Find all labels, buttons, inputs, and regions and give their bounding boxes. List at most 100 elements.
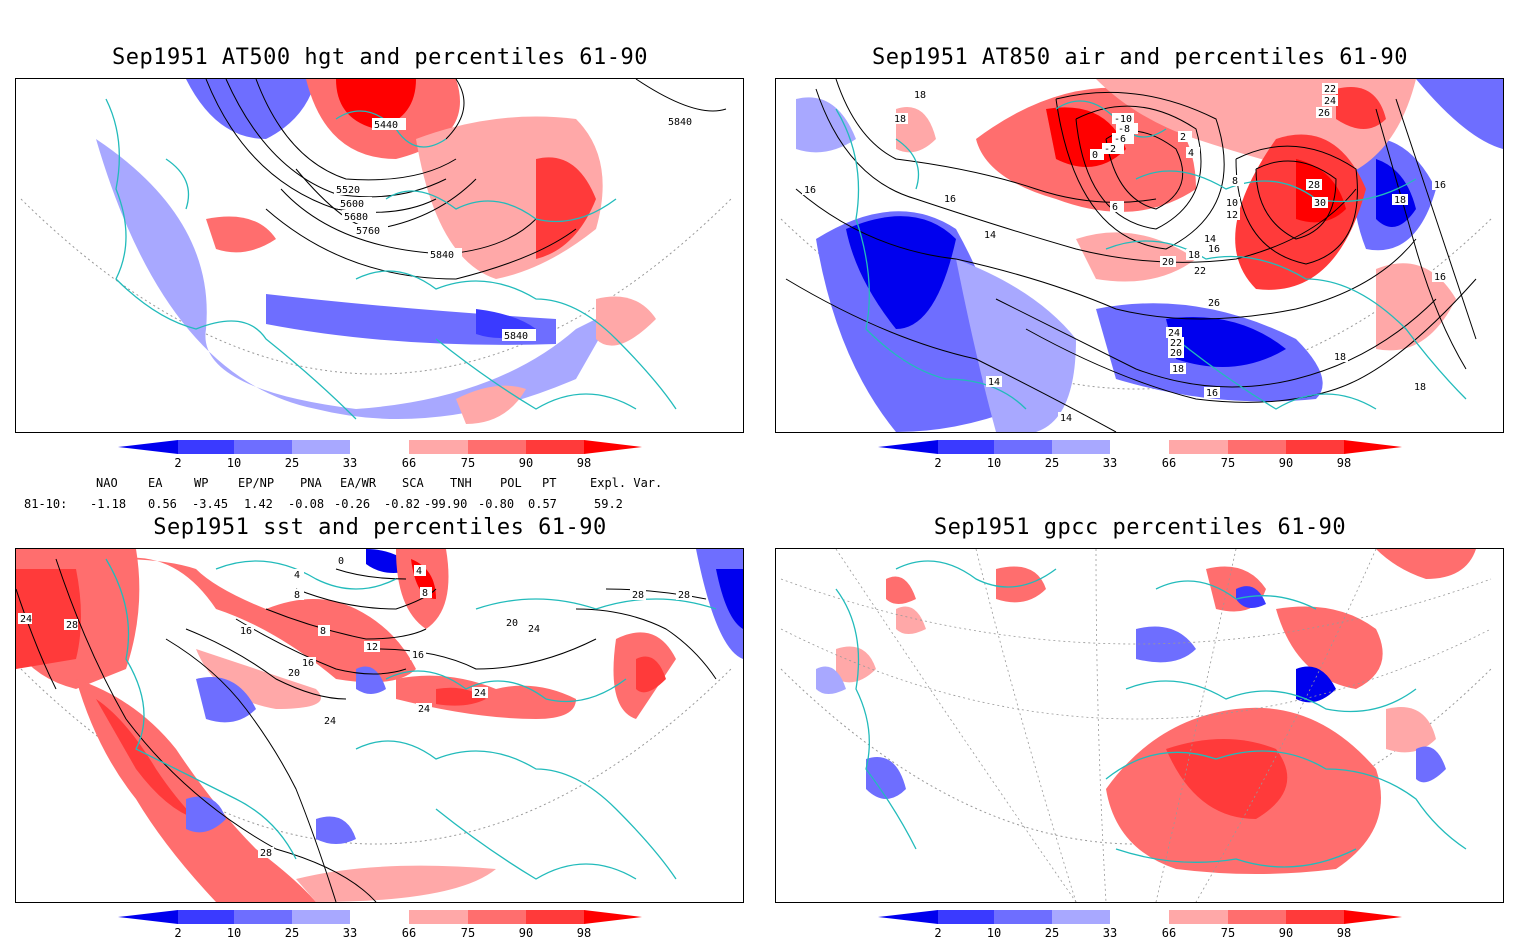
- contour-label: 22: [1170, 338, 1182, 349]
- colorbar-segment: [178, 910, 234, 924]
- colorbar-tick-label: 2: [934, 456, 941, 470]
- colorbar-tick-label: 2: [174, 456, 181, 470]
- colorbar-tick-label: 75: [461, 456, 475, 470]
- index-value: 59.2: [594, 497, 623, 511]
- colorbar-tick-label: 10: [987, 926, 1001, 940]
- colorbar-tick-label: 25: [1045, 456, 1059, 470]
- contour-label: 14: [1204, 234, 1216, 245]
- colorbar-tick-label: 98: [577, 456, 591, 470]
- contour-label: 5760: [356, 226, 380, 237]
- colorbar-tick-label: 33: [343, 456, 357, 470]
- colorbar-segment: [994, 440, 1052, 454]
- contour-label: 8: [320, 626, 326, 637]
- panel-title-hgt500: Sep1951 AT500 hgt and percentiles 61-90: [111, 45, 649, 70]
- colorbar-segment: [409, 440, 468, 454]
- colorbar-tick-label: 66: [402, 456, 416, 470]
- contour-label: 16: [1434, 272, 1446, 283]
- map-hgt500: 5440 5840 5520 5600 5680 5760 5840 5840: [20, 79, 732, 424]
- colorbar-tick-label: 75: [1221, 456, 1235, 470]
- contour-label: 18: [1394, 195, 1406, 206]
- contour-label: 20: [506, 618, 518, 629]
- contour-label: 0: [338, 556, 344, 567]
- contour-label: 12: [366, 642, 378, 653]
- index-header: WP: [194, 476, 209, 490]
- contour-label: 16: [240, 626, 252, 637]
- contour-label: 24: [528, 624, 540, 635]
- contour-label: 12: [1226, 210, 1238, 221]
- colorbar-tick-label: 25: [285, 926, 299, 940]
- contour-label: 16: [1206, 388, 1218, 399]
- colorbar-tick-label: 75: [461, 926, 475, 940]
- contour-label: 6: [1112, 202, 1118, 213]
- contour-label: 2: [1180, 132, 1186, 143]
- colorbar-tick-label: 33: [1103, 456, 1117, 470]
- contour-label: 30: [1314, 198, 1326, 209]
- map-sst: 24 28 16 8 4 0 4 8 8 12 16 16 20 24 24 2…: [16, 549, 743, 902]
- colorbar-segment: [118, 910, 178, 924]
- colorbar-tick-label: 66: [1162, 456, 1176, 470]
- index-value: 0.57: [528, 497, 557, 511]
- index-header: EA: [148, 476, 163, 490]
- contour-label: 16: [1434, 180, 1446, 191]
- index-value: -3.45: [192, 497, 229, 511]
- contour-label: 5840: [430, 250, 454, 261]
- colorbar-tick-label: 75: [1221, 926, 1235, 940]
- contour-label: 24: [1324, 96, 1336, 107]
- colorbar-segment: [878, 440, 938, 454]
- contour-label: 16: [804, 185, 816, 196]
- panel-title-air850: Sep1951 AT850 air and percentiles 61-90: [871, 45, 1409, 70]
- contour-label: -6: [1114, 134, 1126, 145]
- colorbar-segment: [234, 910, 292, 924]
- contour-label: 5440: [374, 120, 398, 131]
- colorbar-segment: [178, 440, 234, 454]
- contour-label: 4: [416, 566, 422, 577]
- contour-label: 20: [1162, 257, 1174, 268]
- colorbar-segment: [526, 910, 584, 924]
- map-panel-hgt500: 5440 5840 5520 5600 5680 5760 5840 5840: [15, 78, 744, 433]
- colorbar-tick-label: 33: [1103, 926, 1117, 940]
- contour-label: 24: [474, 688, 486, 699]
- map-panel-gpcc: [775, 548, 1504, 903]
- contour-label: 16: [412, 650, 424, 661]
- colorbar-sst: 2 10 25 33 66 75 90 98: [118, 910, 642, 940]
- map-air850: 18 18 16 16 14 14 14 18 16 16 18 -10 -8 …: [780, 79, 1503, 432]
- contour-label: 16: [302, 658, 314, 669]
- contour-label: 26: [1208, 298, 1220, 309]
- colorbar-segment: [1052, 440, 1110, 454]
- index-value: -0.08: [288, 497, 325, 511]
- contour-label: -10: [1114, 114, 1132, 125]
- colorbar-segment: [1344, 910, 1402, 924]
- contour-label: 18: [1188, 250, 1200, 261]
- contour-label: 24: [20, 614, 32, 625]
- index-header: Expl. Var.: [590, 476, 663, 490]
- index-header: TNH: [450, 476, 472, 490]
- colorbar-tick-label: 10: [227, 456, 241, 470]
- colorbar-segment: [118, 440, 178, 454]
- colorbar-segment: [938, 440, 994, 454]
- contour-label: 26: [1318, 108, 1330, 119]
- contour-label: 5600: [340, 199, 364, 210]
- contour-label: 24: [324, 716, 336, 727]
- colorbar-tick-label: 98: [1337, 456, 1351, 470]
- contour-label: 28: [260, 848, 272, 859]
- index-header: POL: [500, 476, 522, 490]
- index-value: 0.56: [148, 497, 177, 511]
- contour-label: 20: [1170, 348, 1182, 359]
- colorbar-segment: [234, 440, 292, 454]
- contour-label: 5840: [504, 331, 528, 342]
- colorbar-segment: [526, 440, 584, 454]
- colorbar-tick-label: 33: [343, 926, 357, 940]
- indices-table: NAO EA WP EP/NP PNA EA/WR SCA TNH POL PT…: [0, 476, 740, 512]
- colorbar-segment: [1052, 910, 1110, 924]
- contour-label: 8: [1232, 176, 1238, 187]
- contour-label: 8: [422, 588, 428, 599]
- colorbar-tick-label: 2: [174, 926, 181, 940]
- map-gpcc: [780, 549, 1492, 902]
- panel-title-gpcc: Sep1951 gpcc percentiles 61-90: [933, 515, 1347, 540]
- colorbar-segment: [584, 910, 642, 924]
- contour-label: 28: [1308, 180, 1320, 191]
- colorbar-tick-label: 66: [1162, 926, 1176, 940]
- colorbar-segment: [1344, 440, 1402, 454]
- index-header: SCA: [402, 476, 424, 490]
- index-row-label: 81-10:: [24, 497, 68, 511]
